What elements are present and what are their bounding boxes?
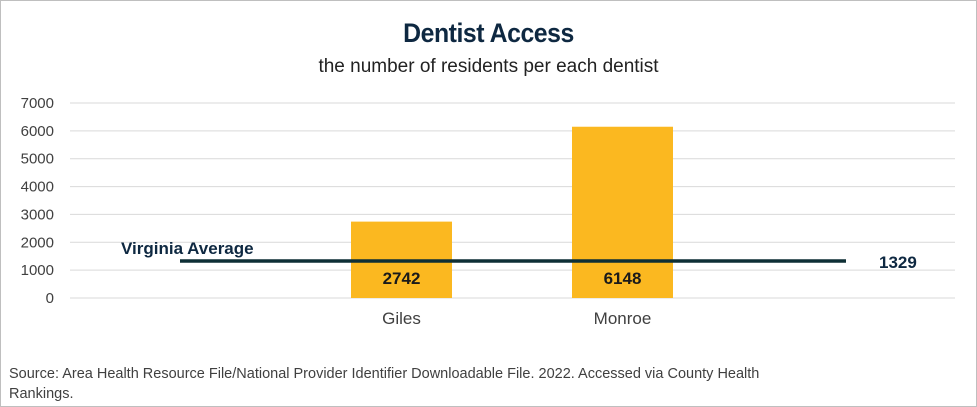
y-tick-label: 0 xyxy=(46,290,54,307)
gridlines xyxy=(70,102,955,299)
y-tick-label: 1000 xyxy=(21,262,54,279)
y-tick-label: 7000 xyxy=(21,95,54,112)
y-tick-label: 2000 xyxy=(21,234,54,251)
bar-monroe xyxy=(572,126,673,298)
bar-data-label: 6148 xyxy=(604,269,642,288)
data-labels: 2742 6148 xyxy=(383,269,642,288)
x-tick-label: Giles xyxy=(382,309,421,328)
bar-data-label: 2742 xyxy=(383,269,421,288)
reference-line-group: Virginia Average 1329 xyxy=(121,239,917,272)
y-tick-label: 5000 xyxy=(21,151,54,168)
y-axis-ticks: 0 1000 2000 3000 4000 5000 6000 7000 xyxy=(21,95,54,307)
reference-line-value: 1329 xyxy=(879,253,917,272)
y-tick-label: 6000 xyxy=(21,123,54,140)
x-axis-labels: Giles Monroe xyxy=(382,309,651,328)
x-tick-label: Monroe xyxy=(594,309,652,328)
chart-subtitle: the number of residents per each dentist xyxy=(318,56,659,77)
chart-title: Dentist Access xyxy=(403,18,574,48)
reference-line-label: Virginia Average xyxy=(121,239,254,258)
source-note: Source: Area Health Resource File/Nation… xyxy=(9,366,760,402)
y-tick-label: 4000 xyxy=(21,179,54,196)
y-tick-label: 3000 xyxy=(21,206,54,223)
